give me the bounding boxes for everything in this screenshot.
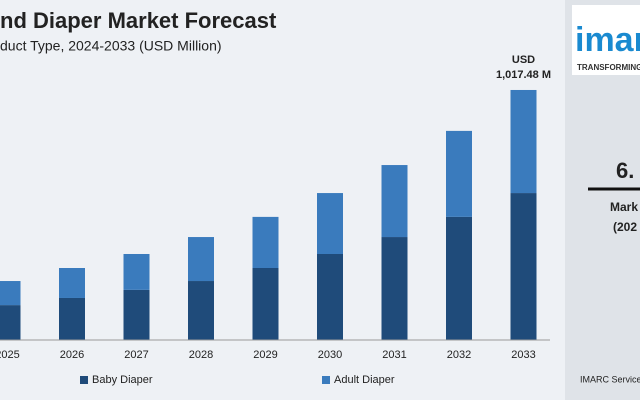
x-tick-label: 2026	[60, 349, 84, 361]
legend-label: Baby Diaper	[92, 374, 153, 386]
legend-swatch	[80, 376, 88, 384]
bar-segment	[0, 281, 21, 306]
bar-segment	[123, 253, 150, 290]
bar-segment	[381, 237, 408, 340]
bar-segment	[510, 89, 537, 194]
total-annotation: 1,017.48 M	[496, 69, 551, 81]
total-annotation: USD	[512, 54, 535, 66]
tagline: TRANSFORMING	[577, 63, 640, 72]
x-tick-label: 2031	[382, 349, 406, 361]
legend-label: Adult Diaper	[334, 374, 395, 386]
bar-segment	[59, 297, 85, 340]
stat: 6.	[616, 158, 634, 183]
x-tick-label: 2033	[511, 349, 535, 361]
bar-segment	[446, 216, 472, 340]
x-tick-label: 2025	[0, 349, 20, 361]
bar-segment	[317, 253, 343, 340]
bar-segment	[446, 130, 472, 217]
legend-swatch	[322, 376, 330, 384]
logo: imar	[575, 21, 640, 59]
bar-segment	[317, 193, 343, 254]
stat-period: (202	[613, 220, 637, 234]
bar-segment	[0, 305, 21, 340]
bar-segment	[59, 268, 85, 298]
logo-box	[572, 5, 640, 75]
x-tick-label: 2028	[189, 349, 213, 361]
x-tick-label: 2030	[318, 349, 342, 361]
chart-subtitle: duct Type, 2024-2033 (USD Million)	[0, 38, 222, 54]
x-tick-label: 2029	[253, 349, 277, 361]
bar-segment	[188, 237, 214, 282]
bar-segment	[123, 289, 150, 340]
bar-segment	[381, 165, 408, 238]
x-tick-label: 2027	[124, 349, 148, 361]
x-tick-label: 2032	[447, 349, 471, 361]
bar-segment	[188, 281, 214, 340]
stat-label: Mark	[610, 200, 638, 214]
chart-title: nd Diaper Market Forecast	[0, 8, 277, 33]
footer: IMARC Services	[580, 374, 640, 384]
bar-segment	[510, 193, 537, 340]
bar-segment	[252, 216, 279, 269]
bar-segment	[252, 268, 279, 340]
